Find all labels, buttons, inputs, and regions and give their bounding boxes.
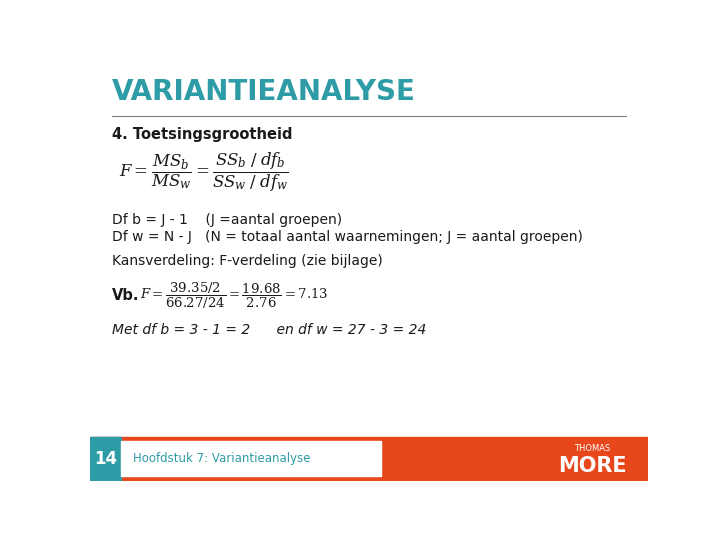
Bar xyxy=(90,437,648,481)
Text: Df w = N - J   (N = totaal aantal waarnemingen; J = aantal groepen): Df w = N - J (N = totaal aantal waarnemi… xyxy=(112,230,582,244)
Bar xyxy=(90,437,121,481)
Text: 14: 14 xyxy=(94,450,117,468)
Text: Kansverdeling: F-verdeling (zie bijlage): Kansverdeling: F-verdeling (zie bijlage) xyxy=(112,254,382,268)
Text: Hoofdstuk 7: Variantieanalyse: Hoofdstuk 7: Variantieanalyse xyxy=(132,452,310,465)
Text: THOMAS: THOMAS xyxy=(574,444,611,454)
Text: VARIANTIEANALYSE: VARIANTIEANALYSE xyxy=(112,78,415,106)
Text: Vb.: Vb. xyxy=(112,288,139,303)
Text: 4. Toetsingsgrootheid: 4. Toetsingsgrootheid xyxy=(112,126,292,141)
Bar xyxy=(121,441,381,476)
Text: MORE: MORE xyxy=(558,456,626,476)
Text: $\mathit{F} = \dfrac{\mathit{MS}_b}{\mathit{MS}_w} = \dfrac{\mathit{SS}_b\;/\;\m: $\mathit{F} = \dfrac{\mathit{MS}_b}{\mat… xyxy=(120,151,289,194)
Text: Met df b = 3 - 1 = 2      en df w = 27 - 3 = 24: Met df b = 3 - 1 = 2 en df w = 27 - 3 = … xyxy=(112,323,426,338)
Text: Df b = J - 1    (J =aantal groepen): Df b = J - 1 (J =aantal groepen) xyxy=(112,213,342,227)
Text: $\mathit{F} = \dfrac{39.35/2}{66.27/24} = \dfrac{19.68}{2.76} = 7.13$: $\mathit{F} = \dfrac{39.35/2}{66.27/24} … xyxy=(140,281,328,311)
